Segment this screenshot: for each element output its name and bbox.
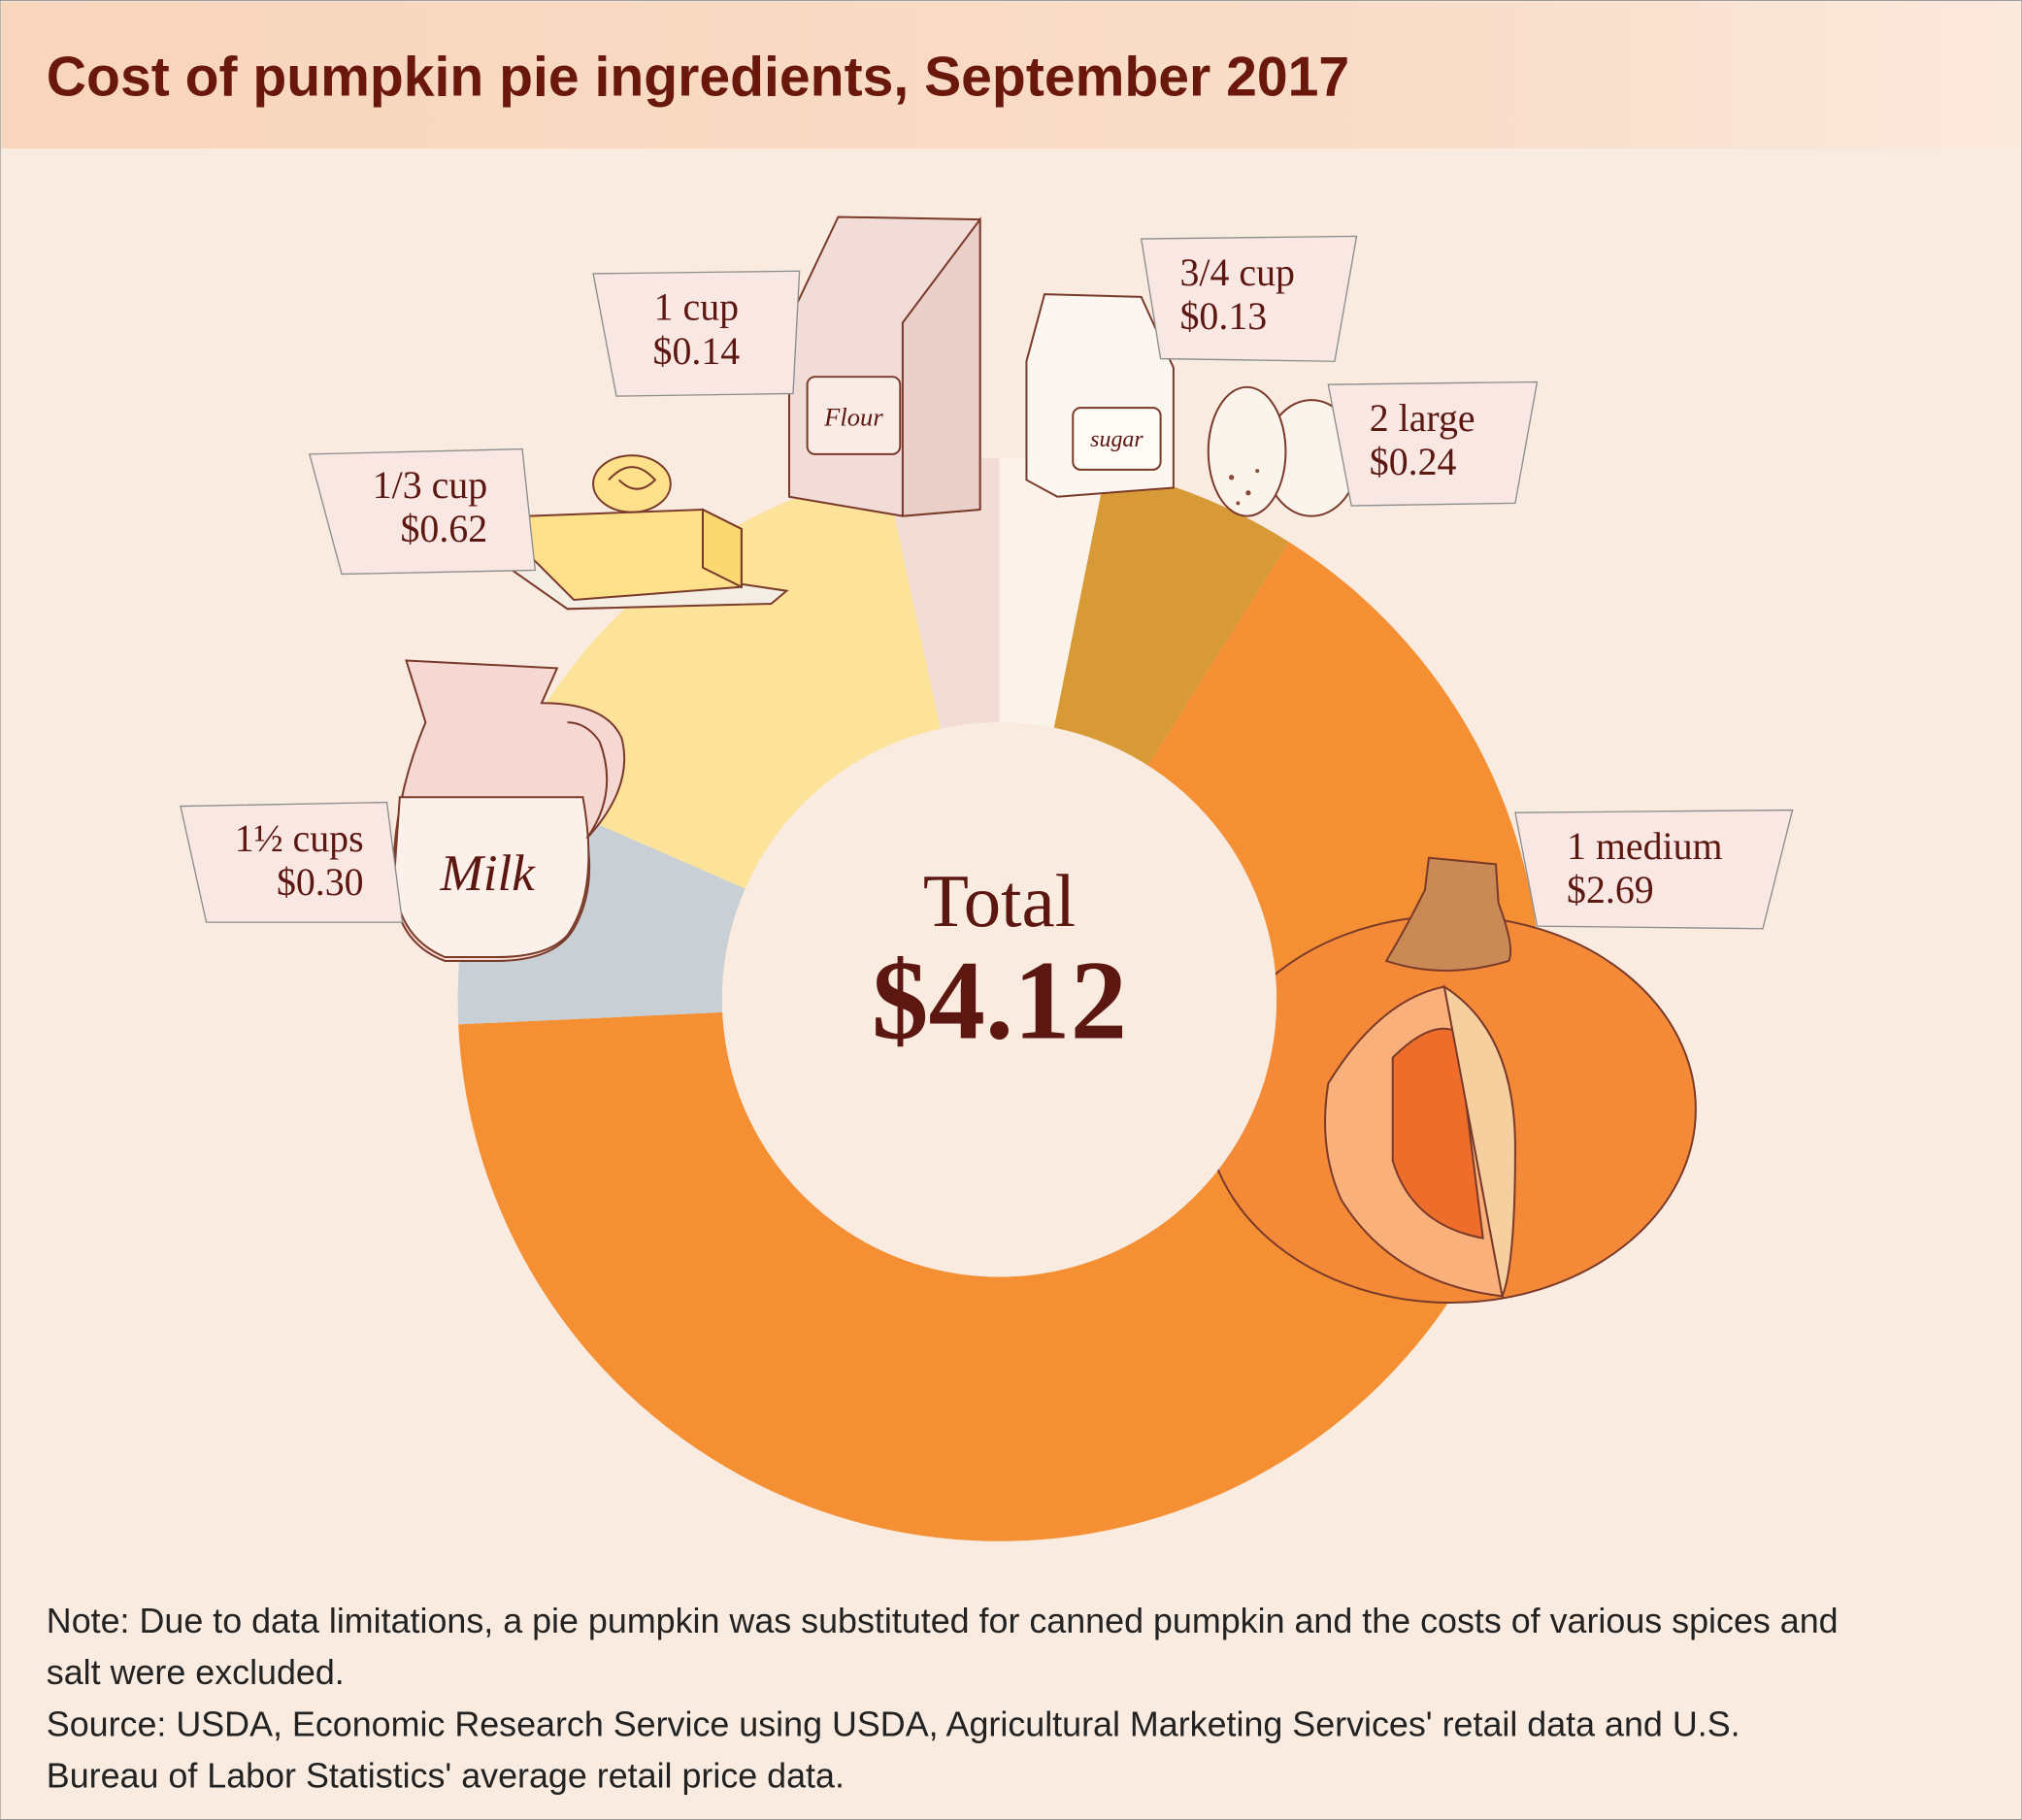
- illustration-label: Milk: [439, 845, 536, 902]
- label-box: [180, 801, 404, 923]
- label-box: [1140, 235, 1358, 362]
- label-box: [1327, 381, 1539, 507]
- slice-labels: 3/4 cup$0.13 2 large$0.24 1 medium$2.69 1½ …: [180, 235, 1794, 930]
- center-value: $4.12: [872, 939, 1127, 1064]
- slice-value: $0.62: [400, 507, 487, 550]
- center-label: Total: [923, 859, 1076, 943]
- milk-jug: Milk: [392, 659, 626, 962]
- label-box: [308, 447, 537, 576]
- pumpkin: [1205, 856, 1697, 1305]
- slice-value: $0.13: [1180, 294, 1268, 338]
- illustration-label: Flour: [823, 403, 883, 432]
- donut-slice: [1053, 468, 1289, 766]
- slice-value: $0.24: [1370, 440, 1457, 483]
- flour-bag: Flour: [788, 215, 981, 517]
- slice-category: 3/4 cup: [1180, 250, 1295, 294]
- slice-category: 1½ cups: [235, 816, 364, 860]
- illustration-label: sugar: [1090, 427, 1144, 452]
- butter: [491, 454, 789, 611]
- eggs: [1207, 385, 1359, 517]
- slice-value: $0.30: [277, 860, 364, 904]
- illustrations: Flour sugar Milk: [392, 215, 1697, 1305]
- note: salt were excluded.: [47, 1653, 345, 1692]
- donut-slice: [999, 457, 1107, 728]
- slice-category: 1/3 cup: [373, 463, 487, 507]
- slice-category: 1 medium: [1567, 824, 1722, 868]
- donut-slice: [884, 457, 1000, 729]
- slice-value: $0.14: [653, 329, 741, 373]
- chart-title: Cost of pumpkin pie ingredients, Septemb…: [47, 47, 1349, 109]
- note: Note: Due to data limitations, a pie pum…: [47, 1602, 1839, 1640]
- slice-category: 1 cup: [654, 285, 739, 329]
- footnotes: Note: Due to data limitations, a pie pum…: [47, 1602, 1839, 1795]
- slice-value: $2.69: [1567, 868, 1654, 911]
- donut-slice: [458, 542, 1541, 1541]
- label-box: [1514, 809, 1794, 930]
- source: Bureau of Labor Statistics' average reta…: [47, 1757, 845, 1796]
- label-box: [592, 270, 801, 397]
- title-band: [1, 1, 2021, 149]
- source: Source: USDA, Economic Research Service …: [47, 1704, 1740, 1743]
- donut-hole: [721, 722, 1277, 1277]
- slice-category: 2 large: [1370, 396, 1475, 440]
- sugar-bag: sugar: [1025, 293, 1175, 498]
